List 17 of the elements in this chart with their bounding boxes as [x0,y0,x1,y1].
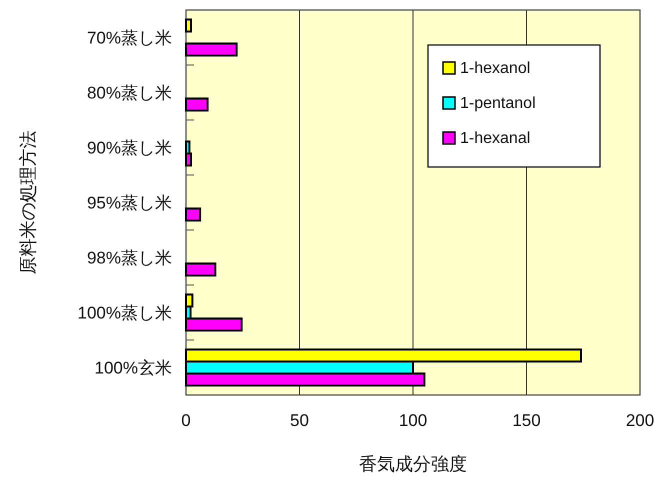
legend-label: 1-hexanal [460,130,530,147]
y-tick-label: 100%蒸し米 [78,304,172,322]
x-tick-label: 50 [290,411,309,430]
x-tick-label: 150 [512,411,541,430]
legend-label: 1-pentanol [460,95,536,112]
x-axis-title: 香気成分強度 [359,454,467,474]
y-tick-label: 95%蒸し米 [86,194,172,212]
x-tick-label: 200 [626,411,654,430]
y-tick-label: 80%蒸し米 [86,84,172,102]
x-tick-label: 100 [398,411,428,430]
y-tick-label: 98%蒸し米 [86,248,172,268]
y-tick-label: 70%蒸し米 [86,28,172,48]
y-tick-label: 100%玄米 [94,358,172,378]
y-tick-label: 90%蒸し米 [86,138,172,158]
y-axis-title: 原料米の処理方法 [18,130,38,274]
legend-label: 1-hexanol [460,60,530,77]
x-tick-label: 0 [181,411,191,430]
